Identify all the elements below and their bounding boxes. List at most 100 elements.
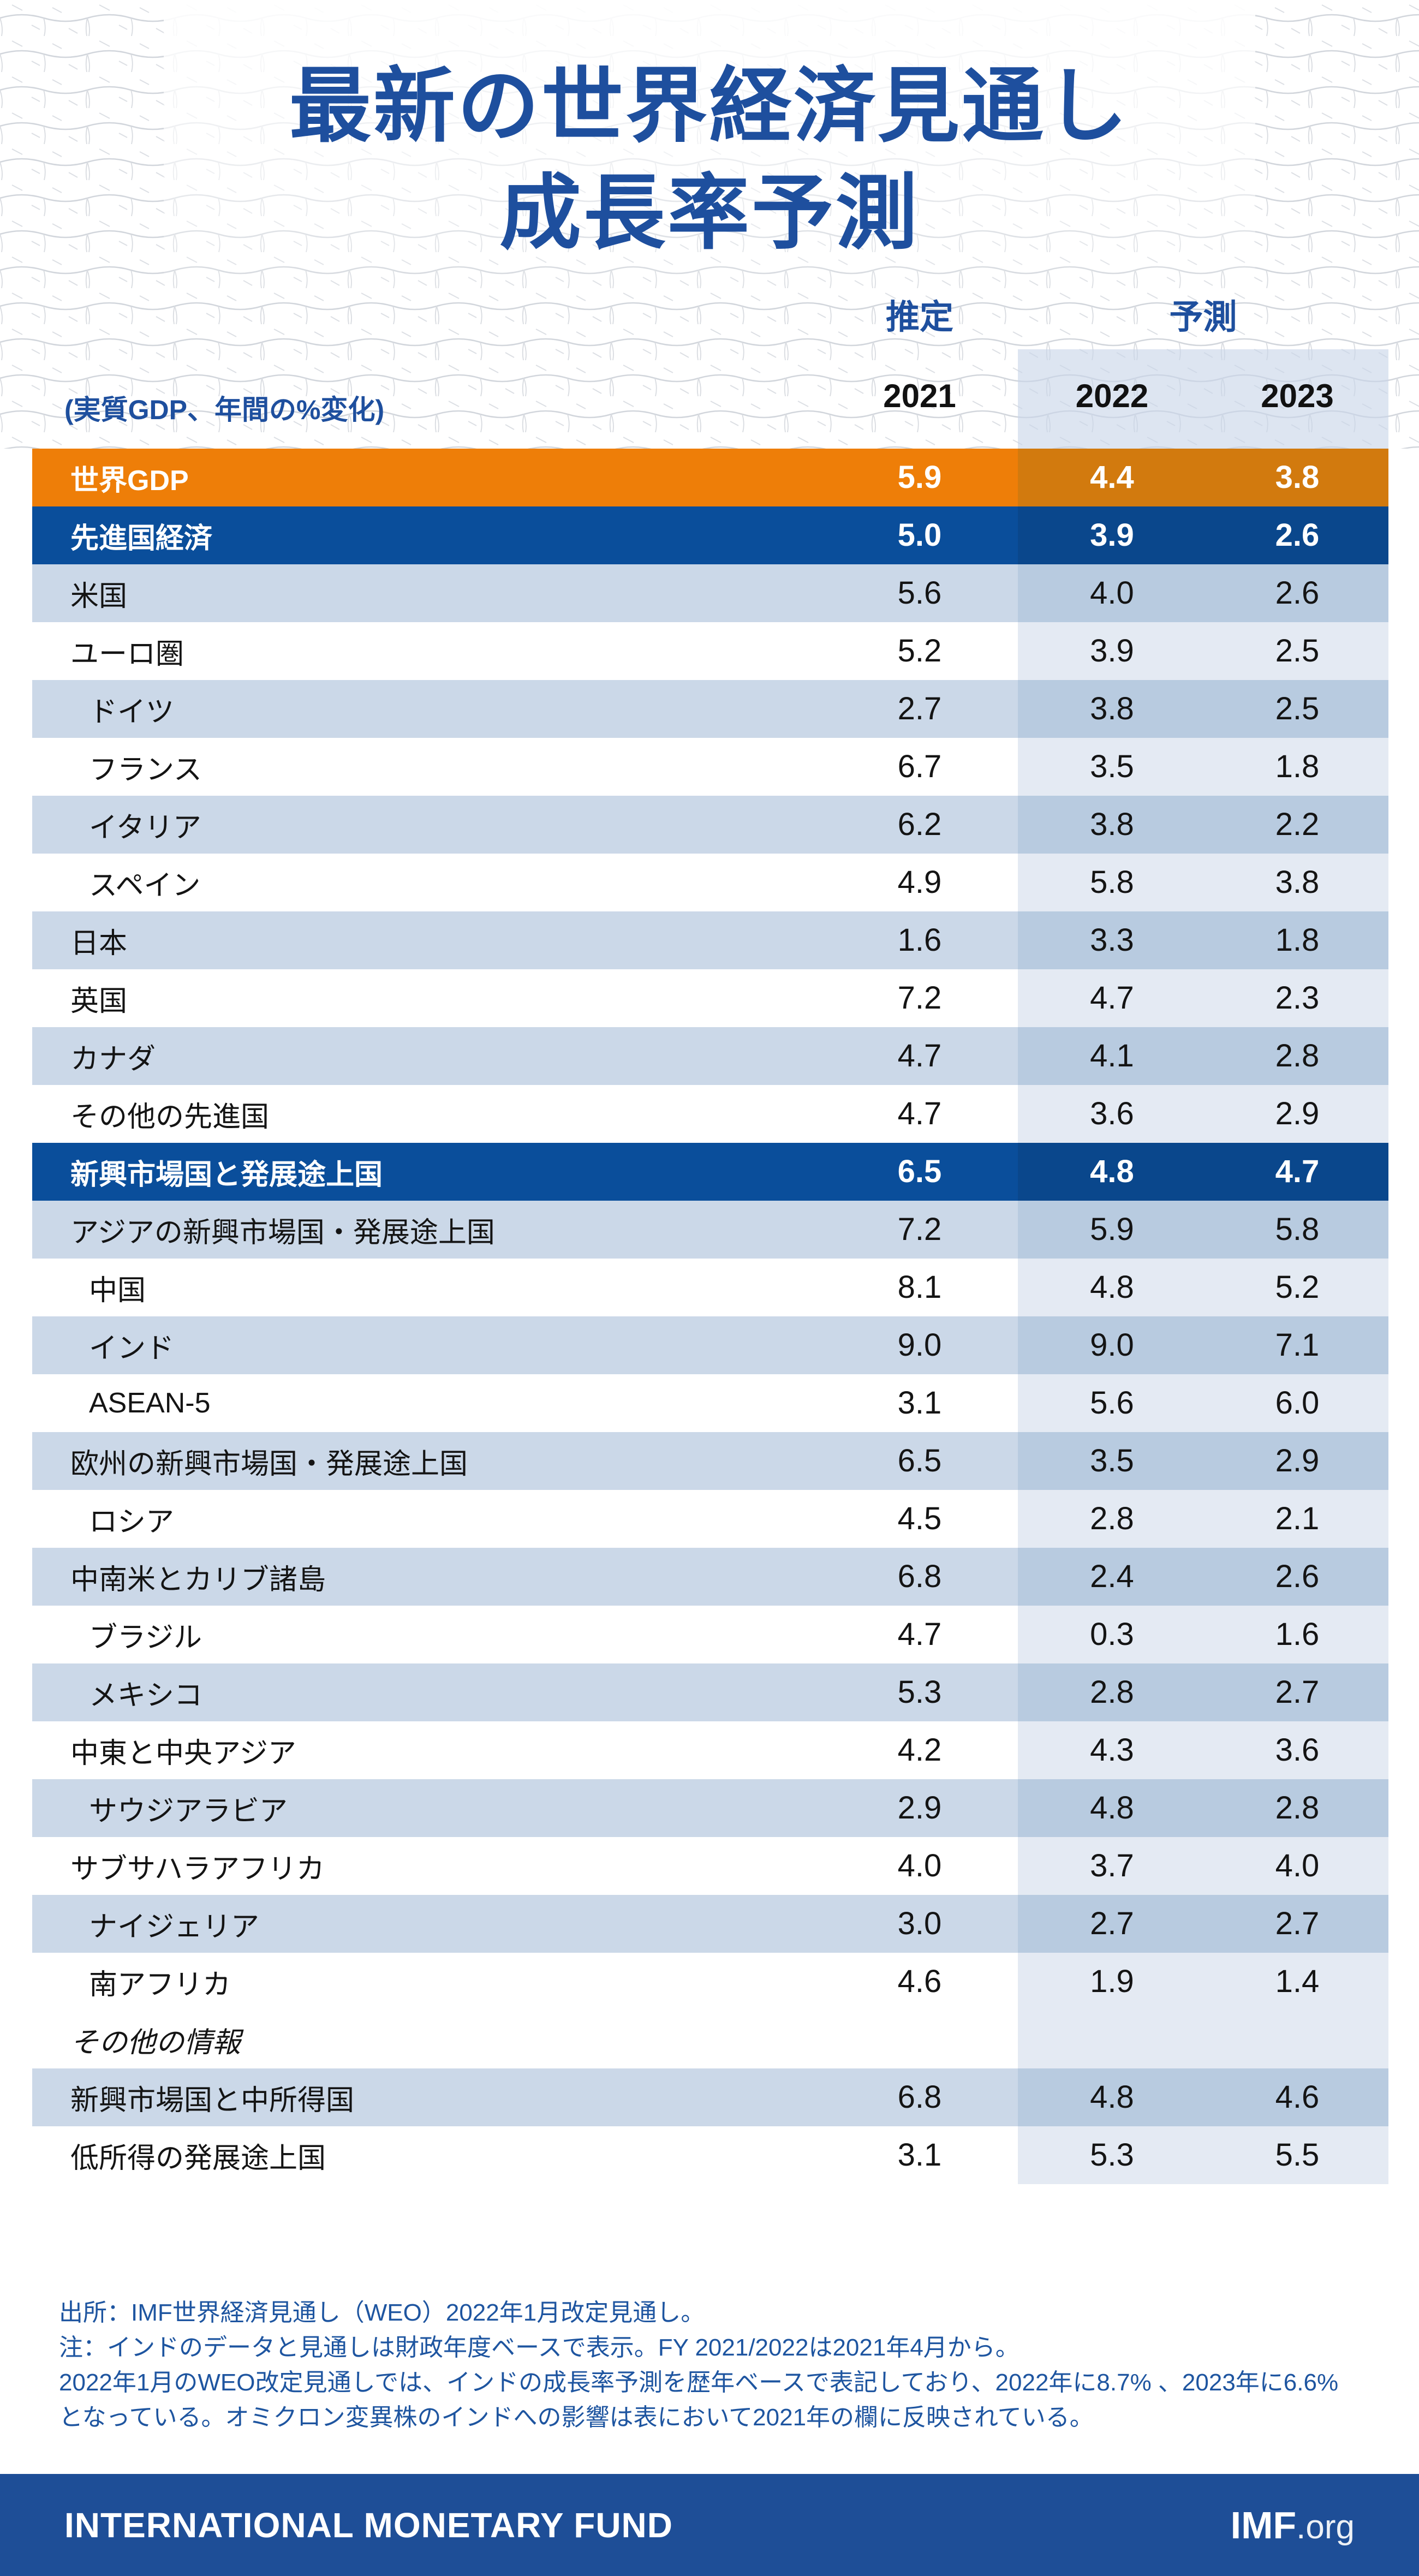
row-label: サウジアラビア (89, 1795, 288, 1827)
value-2022: 4.0 (1018, 564, 1206, 622)
value-2023: 2.5 (1206, 622, 1388, 680)
value-2023: 5.8 (1206, 1201, 1388, 1259)
column-captions: 推定 予測 (0, 295, 1419, 341)
table-row: ユーロ圏 5.2 3.9 2.5 (32, 622, 1388, 680)
value-2021: 5.3 (897, 1674, 942, 1710)
value-2022: 2.8 (1018, 1490, 1206, 1548)
value-2022: 9.0 (1018, 1316, 1206, 1374)
value-2022: 4.8 (1018, 1259, 1206, 1316)
value-2023: 2.9 (1206, 1432, 1388, 1490)
value-2023: 2.6 (1206, 564, 1388, 622)
value-2021: 3.0 (897, 1906, 942, 1941)
value-2023: 1.6 (1206, 1606, 1388, 1663)
value-2021: 7.2 (897, 1212, 942, 1247)
row-label: ナイジェリア (89, 1911, 260, 1943)
value-2021: 9.0 (897, 1327, 942, 1363)
imf-website-suffix: .org (1296, 2508, 1355, 2546)
value-2021: 8.1 (897, 1269, 942, 1305)
value-2023: 2.7 (1206, 1663, 1388, 1721)
value-2023: 2.7 (1206, 1895, 1388, 1953)
value-2023: 4.6 (1206, 2068, 1388, 2126)
row-label: 英国 (70, 985, 128, 1017)
value-2021: 3.1 (897, 2137, 942, 2173)
value-2022: 5.6 (1018, 1374, 1206, 1432)
value-2022: 3.6 (1018, 1085, 1206, 1143)
note-line: 注：インドのデータと見通しは財政年度ベースで表示。FY 2021/2022は20… (59, 2334, 1019, 2361)
value-2021: 2.7 (897, 691, 942, 726)
value-2022: 4.1 (1018, 1027, 1206, 1085)
value-2022: 3.5 (1018, 1432, 1206, 1490)
value-2021: 4.2 (897, 1732, 942, 1768)
value-2022: 5.3 (1018, 2126, 1206, 2184)
table-row: ブラジル 4.7 0.3 1.6 (32, 1606, 1388, 1663)
value-2021: 3.1 (897, 1385, 942, 1421)
value-2021: 1.6 (897, 922, 942, 958)
row-label: アジアの新興市場国・発展途上国 (70, 1217, 495, 1249)
value-2021: 6.7 (897, 749, 942, 784)
value-2022: 4.8 (1018, 1779, 1206, 1837)
row-label: 中南米とカリブ諸島 (70, 1564, 326, 1596)
row-label: スペイン (89, 869, 201, 902)
row-label: 日本 (70, 927, 128, 959)
table-row: 日本 1.6 3.3 1.8 (32, 911, 1388, 969)
value-2022: 3.3 (1018, 911, 1206, 969)
table-row: フランス 6.7 3.5 1.8 (32, 738, 1388, 796)
value-2023: 4.7 (1206, 1143, 1388, 1201)
row-label: サブサハラアフリカ (70, 1853, 325, 1885)
table-row: 世界GDP 5.9 4.4 3.8 (32, 449, 1388, 506)
table-row: その他の先進国 4.7 3.6 2.9 (32, 1085, 1388, 1143)
value-2022: 3.7 (1018, 1837, 1206, 1895)
source-notes: 出所：IMF世界経済見通し（WEO）2022年1月改定見通し。 注：インドのデー… (59, 2295, 1369, 2435)
row-label: カナダ (70, 1043, 156, 1075)
value-2021: 5.6 (897, 575, 942, 611)
value-2023: 2.1 (1206, 1490, 1388, 1548)
value-2023: 1.4 (1206, 1953, 1388, 2011)
value-2022: 3.5 (1018, 738, 1206, 796)
value-2021: 5.0 (897, 517, 942, 553)
value-2022 (1018, 2011, 1206, 2068)
value-2022: 3.9 (1018, 506, 1206, 564)
footer-bar: INTERNATIONAL MONETARY FUND IMF.org (0, 2474, 1419, 2576)
table-row: ロシア 4.5 2.8 2.1 (32, 1490, 1388, 1548)
value-2021: 6.5 (897, 1443, 942, 1478)
imf-website-bold: IMF (1230, 2503, 1297, 2547)
value-2022: 2.4 (1018, 1548, 1206, 1606)
row-label: ドイツ (89, 696, 175, 728)
value-2021: 4.6 (897, 1964, 942, 1999)
table-row: 欧州の新興市場国・発展途上国 6.5 3.5 2.9 (32, 1432, 1388, 1490)
header-section: 最新の世界経済見通し 成長率予測 推定 予測 (実質GDP、年間の%変化) 20… (0, 0, 1419, 449)
year-2023-header: 2023 (1261, 378, 1334, 414)
value-2021: 6.5 (897, 1154, 942, 1189)
table-row: サブサハラアフリカ 4.0 3.7 4.0 (32, 1837, 1388, 1895)
table-row: 中南米とカリブ諸島 6.8 2.4 2.6 (32, 1548, 1388, 1606)
table-row: 中国 8.1 4.8 5.2 (32, 1259, 1388, 1316)
wireframe-terrain-background (0, 0, 1419, 449)
table-row: イタリア 6.2 3.8 2.2 (32, 796, 1388, 854)
value-2021: 6.2 (897, 807, 942, 842)
year-header-row: 2021 2022 2023 (32, 375, 1388, 417)
value-2022: 4.7 (1018, 969, 1206, 1027)
row-label: インド (89, 1332, 175, 1364)
value-2023: 3.8 (1206, 449, 1388, 506)
value-2022: 5.9 (1018, 1201, 1206, 1259)
table-row: カナダ 4.7 4.1 2.8 (32, 1027, 1388, 1085)
value-2021: 4.7 (897, 1038, 942, 1074)
value-2022: 0.3 (1018, 1606, 1206, 1663)
table-row: ASEAN-5 3.1 5.6 6.0 (32, 1374, 1388, 1432)
table-row: 新興市場国と発展途上国 6.5 4.8 4.7 (32, 1143, 1388, 1201)
table-row: 先進国経済 5.0 3.9 2.6 (32, 506, 1388, 564)
value-2021 (821, 2011, 1018, 2068)
value-2021: 4.9 (897, 864, 942, 900)
row-label: 先進国経済 (70, 522, 213, 554)
table-row: 南アフリカ 4.6 1.9 1.4 (32, 1953, 1388, 2011)
table-row: その他の情報 (32, 2011, 1388, 2068)
row-label: イタリア (89, 812, 201, 844)
value-2022: 5.8 (1018, 854, 1206, 911)
year-header-spacer (32, 375, 821, 417)
value-2021: 4.7 (897, 1096, 942, 1131)
value-2022: 2.7 (1018, 1895, 1206, 1953)
row-label: メキシコ (89, 1679, 203, 1712)
units-subtitle: (実質GDP、年間の%変化) (64, 395, 385, 425)
value-2021: 6.8 (897, 2079, 942, 2115)
